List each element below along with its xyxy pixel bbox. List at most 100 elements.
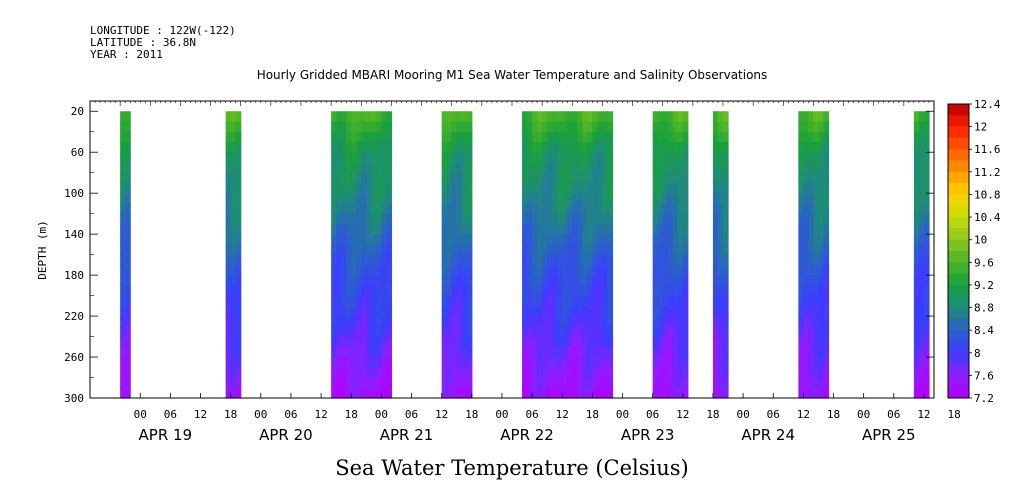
heatmap-cell <box>125 193 131 205</box>
heatmap-cell <box>918 387 925 399</box>
heatmap-cell <box>587 377 593 389</box>
heatmap-cell <box>456 285 463 297</box>
heatmap-cell <box>466 254 473 266</box>
heatmap-cell <box>577 223 583 235</box>
heatmap-cell <box>923 305 930 317</box>
heatmap-cell <box>381 182 387 194</box>
heatmap-cell <box>381 305 387 317</box>
heatmap-cell <box>120 295 126 307</box>
heatmap-cell <box>682 305 689 317</box>
heatmap-cell <box>913 111 920 123</box>
heatmap-cell <box>225 387 232 399</box>
heatmap-cell <box>547 182 553 194</box>
heatmap-cell <box>230 121 237 133</box>
heatmap-cell <box>552 316 558 327</box>
heatmap-cell <box>547 193 553 205</box>
heatmap-cell <box>818 346 825 358</box>
heatmap-cell <box>557 234 563 245</box>
heatmap-cell <box>456 121 463 133</box>
heatmap-cell <box>361 244 367 256</box>
heatmap-cell <box>672 377 679 389</box>
heatmap-cell <box>662 162 669 174</box>
heatmap-cell <box>552 121 558 133</box>
heatmap-cell <box>451 213 458 225</box>
heatmap-cell <box>225 223 232 235</box>
heatmap-cell <box>823 275 830 286</box>
heatmap-cell <box>913 193 920 205</box>
heatmap-cell <box>667 275 674 286</box>
heatmap-cell <box>351 316 357 327</box>
heatmap-cell <box>557 172 563 184</box>
colorbar-swatch <box>948 149 969 161</box>
heatmap-cell <box>120 377 126 389</box>
heatmap-cell <box>577 234 583 245</box>
heatmap-cell <box>351 182 357 194</box>
heatmap-cell <box>386 316 393 327</box>
heatmap-cell <box>331 182 337 194</box>
heatmap-cell <box>803 295 809 307</box>
heatmap-cell <box>446 213 453 225</box>
heatmap-cell <box>331 213 337 225</box>
heatmap-cell <box>682 152 689 164</box>
heatmap-cell <box>582 193 588 205</box>
heatmap-cell <box>607 346 614 358</box>
heatmap-cell <box>537 254 543 266</box>
heatmap-cell <box>466 203 473 215</box>
heatmap-cell <box>607 305 614 317</box>
heatmap-cell <box>361 234 367 245</box>
heatmap-cell <box>582 111 588 123</box>
heatmap-cell <box>657 326 664 338</box>
heatmap-cell <box>662 152 669 164</box>
heatmap-cell <box>607 213 614 225</box>
heatmap-cell <box>441 121 448 133</box>
heatmap-cell <box>923 295 930 307</box>
heatmap-cell <box>376 377 382 389</box>
heatmap-cell <box>803 182 809 194</box>
heatmap-cell <box>441 367 448 379</box>
colorbar-swatch <box>948 228 969 240</box>
heatmap-cell <box>376 326 382 338</box>
heatmap-cell <box>557 377 563 389</box>
heatmap-cell <box>662 121 669 133</box>
heatmap-cell <box>803 162 809 174</box>
heatmap-cell <box>677 131 684 143</box>
heatmap-cell <box>527 367 533 379</box>
heatmap-cell <box>230 213 237 225</box>
heatmap-cell <box>798 357 804 368</box>
colorbar-label: 11.2 <box>974 166 1001 179</box>
heatmap-cell <box>466 377 473 389</box>
heatmap-cell <box>723 295 729 307</box>
heatmap-cell <box>366 172 372 184</box>
heatmap-cell <box>818 254 825 266</box>
heatmap-cell <box>818 357 825 368</box>
heatmap-cell <box>381 326 387 338</box>
heatmap-cell <box>823 152 830 164</box>
heatmap-cell <box>587 336 593 348</box>
heatmap-cell <box>376 285 382 297</box>
heatmap-cell <box>813 275 820 286</box>
heatmap-cell <box>446 336 453 348</box>
heatmap-cell <box>607 295 614 307</box>
heatmap-cell <box>717 254 724 266</box>
heatmap-cell <box>592 121 598 133</box>
heatmap-cell <box>542 193 548 205</box>
heatmap-cell <box>366 387 372 399</box>
heatmap-cell <box>823 285 830 297</box>
heatmap-cell <box>120 131 126 143</box>
heatmap-cell <box>677 346 684 358</box>
heatmap-cell <box>572 377 578 389</box>
heatmap-cell <box>582 182 588 194</box>
heatmap-cell <box>446 357 453 368</box>
heatmap-cell <box>712 377 719 389</box>
heatmap-cell <box>712 264 719 276</box>
heatmap-cell <box>461 377 468 389</box>
heatmap-cell <box>572 357 578 368</box>
heatmap-cell <box>582 223 588 235</box>
heatmap-cell <box>572 152 578 164</box>
heatmap-cell <box>657 264 664 276</box>
heatmap-cell <box>336 203 342 215</box>
heatmap-cell <box>712 152 719 164</box>
heatmap-cell <box>125 172 131 184</box>
heatmap-cell <box>336 326 342 338</box>
heatmap-cell <box>798 346 804 358</box>
